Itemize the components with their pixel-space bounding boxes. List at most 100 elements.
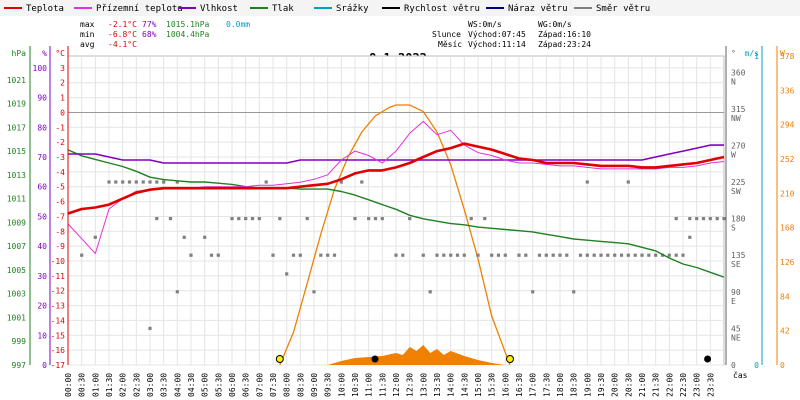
stat-max-press: 1015.1hPa	[166, 20, 210, 29]
axis-pct-tick: 50	[37, 212, 47, 221]
wind-dir-point	[483, 217, 487, 221]
legend-item-pressure: Tlak	[250, 4, 294, 14]
x-tick-label: 20:00	[611, 373, 620, 397]
axis-temp-tick: -1	[55, 123, 65, 132]
wind-dir-point	[517, 253, 521, 257]
stat-max-label: max	[80, 20, 95, 29]
wind-dir-point	[244, 217, 248, 221]
wind-dir-point	[647, 253, 651, 257]
axis-dir-tick: 90	[731, 288, 741, 297]
wind-gust-info: WG:0m/s	[538, 20, 572, 29]
legend-label-wind_gust: Náraz větru	[508, 4, 568, 14]
wind-dir-point	[524, 253, 528, 257]
x-tick-label: 19:00	[583, 373, 592, 397]
x-tick-label: 16:00	[501, 373, 510, 397]
wind-dir-point	[360, 180, 364, 184]
legend-item-temperature: Teplota	[4, 4, 64, 14]
wind-dir-point	[203, 235, 207, 239]
x-tick-label: 01:30	[105, 373, 114, 397]
legend-label-pressure: Tlak	[272, 4, 294, 14]
x-tick-label: 12:30	[406, 373, 415, 397]
stat-max-temp: -2.1°C	[108, 20, 137, 29]
wind-dir-point	[633, 253, 637, 257]
x-tick-label: 20:30	[624, 373, 633, 397]
axis-hpa-tick: 1001	[7, 314, 26, 323]
axis-dir-tick: 270	[731, 141, 746, 150]
wind-dir-point	[237, 217, 241, 221]
x-tick-label: 10:30	[351, 373, 360, 397]
wind-dir-point	[455, 253, 460, 257]
wind-dir-point	[551, 253, 555, 257]
moon-marker	[704, 355, 712, 363]
x-tick-label: 11:00	[365, 373, 374, 397]
axis-temp-tick: -12	[51, 287, 66, 296]
wind-dir-point	[312, 290, 316, 294]
wind-speed-info: WS:0m/s	[468, 20, 502, 29]
legend-label-humidity: Vlhkost	[200, 4, 238, 14]
stat-max-precip: 0.0mm	[226, 20, 250, 29]
wind-dir-point	[250, 217, 255, 221]
x-tick-label: 16:30	[515, 373, 524, 397]
wind-dir-point	[367, 217, 371, 221]
wind-dir-point	[449, 253, 453, 257]
wind-dir-point	[257, 217, 261, 221]
wind-dir-point	[701, 217, 706, 221]
wind-dir-point	[469, 217, 473, 221]
axis-temp-tick: -17	[51, 361, 66, 370]
legend-bar: Teplota Přízemní teplota Vlhkost Tlak Srážky…	[0, 0, 800, 16]
axis-temp-tick: -13	[51, 302, 66, 311]
legend-label-temperature: Teplota	[26, 4, 64, 14]
wind-dir-point	[148, 326, 152, 330]
x-tick-label: 13:30	[433, 373, 442, 397]
axis-temp-tick: 1	[60, 94, 65, 103]
axis-w-tick: 210	[780, 189, 795, 198]
wind-dir-point	[209, 253, 214, 257]
stat-avg-temp: -4.1°C	[108, 40, 137, 49]
wind-dir-point	[606, 253, 610, 257]
axis-dir-tick: 360	[731, 68, 746, 77]
axis-dir-tick: 315	[731, 105, 746, 114]
wind-dir-point	[496, 253, 501, 257]
wind-dir-point	[216, 253, 220, 257]
x-tick-label: 08:30	[296, 373, 305, 397]
axis-temp-tick: -11	[51, 272, 66, 281]
legend-item-feels_like: Přízemní teplota	[74, 4, 183, 14]
axis-w-tick: 0	[780, 361, 785, 370]
axis-w-tick: 126	[780, 258, 795, 267]
axis-temp-tick: -15	[51, 331, 66, 340]
x-tick-label: 02:00	[119, 373, 128, 397]
wind-dir-point	[121, 180, 125, 184]
axis-w-tick: 252	[780, 155, 795, 164]
wind-dir-point	[326, 253, 330, 257]
legend-item-humidity: Vlhkost	[178, 4, 238, 14]
axis-w-tick: 84	[780, 292, 790, 301]
stat-min-temp: -6.8°C	[108, 30, 137, 39]
wind-dir-point	[175, 290, 179, 294]
x-tick-label: 08:00	[283, 373, 292, 397]
legend-item-precip: Srážky	[314, 4, 369, 14]
axis-dir-compass: N	[731, 77, 736, 86]
axis-pct-tick: 0	[42, 361, 47, 370]
axis-dir-compass: NE	[731, 333, 741, 342]
axis-temp-tick: -2	[55, 138, 65, 147]
sun-marker	[506, 355, 514, 363]
wind-dir-point	[134, 180, 138, 184]
axis-hpa-tick: 1003	[7, 290, 26, 299]
x-tick-label: 04:30	[187, 373, 196, 397]
axis-dir-tick: 135	[731, 251, 746, 260]
x-tick-label: 03:30	[160, 373, 169, 397]
axis-pct-tick: 10	[37, 331, 47, 340]
axis-temp-tick: 0	[60, 109, 65, 118]
wind-dir-point	[626, 253, 630, 257]
axis-temp-tick: -4	[55, 168, 65, 177]
legend-label-feels_like: Přízemní teplota	[96, 4, 183, 14]
wind-dir-point	[681, 253, 685, 257]
wind-dir-point	[462, 253, 466, 257]
x-tick-label: 21:00	[638, 373, 647, 397]
wind-dir-point	[319, 253, 323, 257]
legend-label-wind_speed: Rychlost větru	[404, 4, 480, 14]
markers-layer	[275, 355, 712, 363]
wind-dir-point	[435, 253, 439, 257]
axis-pct-tick: 70	[37, 153, 47, 162]
axis-hpa-tick: 1017	[7, 123, 26, 132]
